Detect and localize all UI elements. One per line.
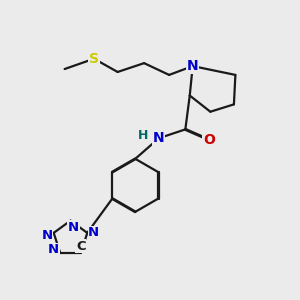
Text: N: N: [88, 226, 99, 239]
Text: N: N: [68, 220, 79, 234]
Text: N: N: [48, 243, 59, 256]
Text: N: N: [187, 59, 199, 73]
Text: N: N: [42, 229, 53, 242]
Text: N: N: [153, 131, 165, 145]
Text: H: H: [138, 129, 149, 142]
Text: C: C: [76, 240, 86, 253]
Text: S: S: [89, 52, 99, 66]
Text: O: O: [203, 133, 215, 147]
